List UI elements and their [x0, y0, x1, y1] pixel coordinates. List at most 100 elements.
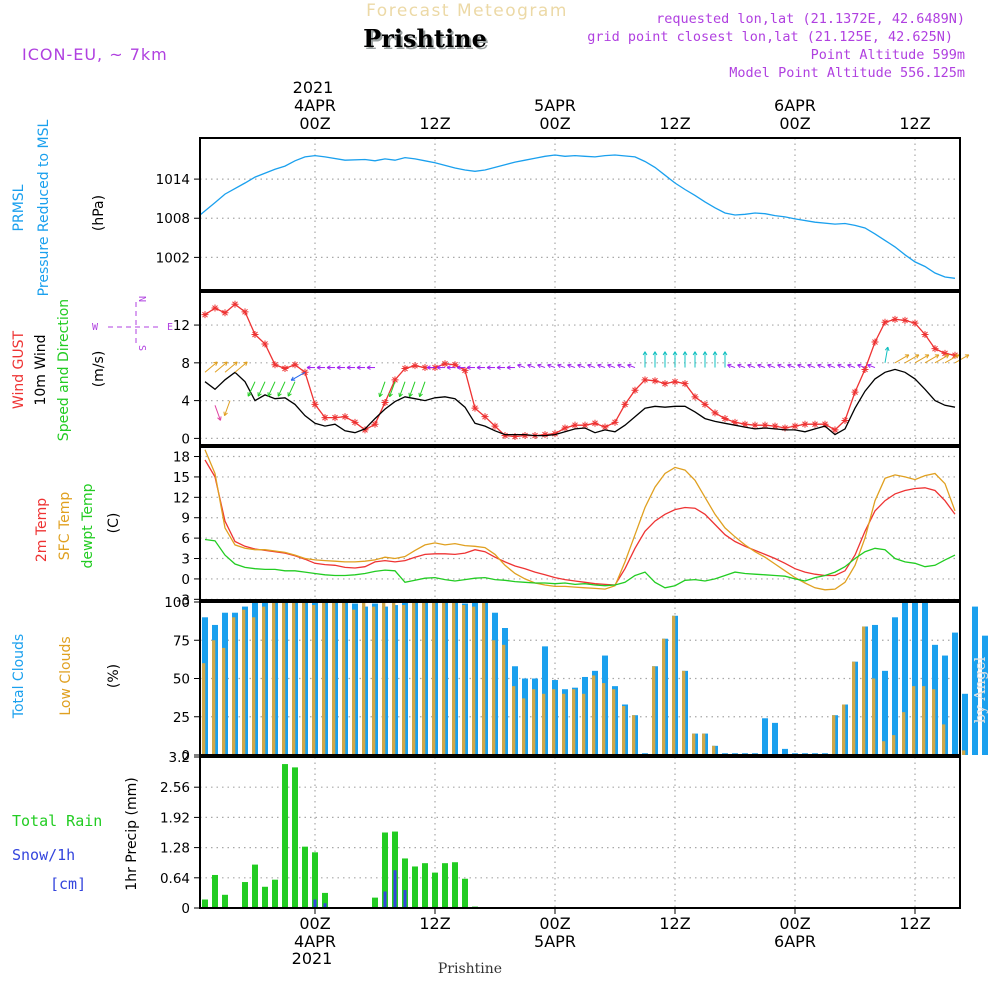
panels: 10021008101404812-3036912151802550751000… — [156, 137, 988, 917]
low-cloud-bar — [872, 678, 876, 755]
wind-arrow — [847, 364, 856, 369]
compass-rose: N S W E — [92, 296, 173, 351]
gust-point — [601, 423, 609, 431]
gust-point — [281, 365, 289, 372]
low-cloud-bar — [382, 602, 386, 755]
rain-bar — [402, 858, 408, 908]
rain-bar — [442, 863, 448, 908]
wind-arrow — [224, 361, 238, 373]
forecast-title: Forecast Meteogram — [366, 1, 568, 21]
rain-bar — [282, 764, 288, 908]
compass-s: S — [136, 345, 147, 351]
wind-arrow-head — [426, 365, 431, 370]
wind-arrow-head — [243, 361, 248, 366]
total-cloud-bar — [922, 602, 928, 755]
wind-arrow-head — [456, 365, 461, 370]
wind-arrow — [597, 364, 606, 369]
wind-labels: Wind GUST 10m Wind Speed and Direction (… — [11, 296, 173, 441]
bottom-time-label: 12Z — [659, 914, 690, 933]
gust-point — [291, 361, 299, 369]
gust-point — [911, 319, 919, 327]
wind-arrow-head — [597, 363, 602, 369]
bottom-time-label: 00Z — [779, 914, 810, 933]
total-cloud-bar — [942, 655, 948, 755]
wind-arrow-head — [336, 365, 341, 370]
wind-arrow-head — [408, 392, 413, 398]
series-line-wind-gust — [204, 303, 956, 438]
wind-arrow-head — [587, 363, 592, 369]
y-tick-label: 3 — [181, 552, 190, 568]
gust-point — [411, 362, 419, 370]
bottom-date-label: 6APR — [774, 932, 816, 951]
gust-point — [751, 421, 759, 429]
snow-bar — [383, 891, 387, 908]
gust-point — [551, 430, 559, 438]
wind-arrow-head — [712, 351, 718, 356]
low-cloud-bar — [232, 617, 236, 755]
low-cloud-bar — [632, 715, 636, 755]
gust-point — [711, 409, 719, 417]
y-tick-label: 6 — [181, 531, 190, 547]
low-cloud-bar — [322, 602, 326, 755]
wind-arrow — [807, 364, 816, 369]
gust-point — [271, 361, 279, 369]
rain-bar — [202, 899, 208, 908]
gust-point — [321, 414, 329, 422]
top-date-label: 4APR — [294, 96, 336, 115]
footer-location: Prishtine — [438, 961, 502, 977]
wind-arrow — [224, 400, 231, 416]
wind-arrow-head — [954, 354, 960, 359]
snow-bar — [313, 899, 317, 908]
y-tick-label: 18 — [173, 450, 190, 466]
y-tick-label: 0.64 — [160, 871, 190, 887]
y-tick-label: 25 — [173, 710, 190, 726]
gust-point — [501, 432, 509, 440]
gust-point — [591, 419, 599, 427]
wind-arrow-head — [727, 363, 732, 369]
wind-arrow-head — [567, 363, 572, 369]
wind-arrow-head — [547, 363, 552, 369]
wind-arrow — [857, 364, 866, 369]
wind-arrow — [517, 364, 526, 369]
wind-arrow-head — [506, 365, 511, 370]
total-cloud-bar — [982, 635, 988, 755]
gust-point — [891, 315, 899, 323]
wind-arrow — [527, 364, 536, 369]
wind-arrow-head — [747, 363, 752, 369]
low-cloud-bar — [362, 602, 366, 755]
gust-point — [671, 378, 679, 386]
low-cloud-bar — [912, 686, 916, 755]
rain-bar — [312, 852, 318, 908]
rain-bar — [382, 832, 388, 908]
wind-arrow-head — [964, 354, 970, 359]
wind-arrow-head — [398, 392, 403, 398]
gust-point — [441, 360, 449, 368]
wind-arrow-head — [223, 411, 228, 417]
wind-arrow-head — [316, 365, 321, 370]
wind-arrow — [277, 381, 286, 397]
wind-arrow-head — [537, 363, 542, 369]
wind-arrow — [214, 405, 221, 421]
wind-arrow-head — [914, 354, 920, 359]
wind-ylabel: (m/s) — [91, 351, 107, 388]
wind-arrow-head — [867, 363, 872, 369]
wind-arrow — [547, 364, 556, 369]
rain-bar — [292, 767, 298, 908]
y-tick-label: 0 — [181, 901, 190, 917]
wind-arrow — [214, 361, 228, 373]
gust-point — [861, 365, 869, 373]
wind-arrow — [884, 346, 889, 363]
wind-arrow — [267, 381, 276, 397]
panel-2: 0 4 8 12 — [173, 291, 970, 447]
compass-n: N — [136, 296, 147, 302]
top-time-label: 00Z — [299, 114, 330, 133]
low-cloud-bar — [412, 602, 416, 755]
y-tick-label: 1014 — [156, 172, 190, 188]
wind-arrow — [247, 381, 256, 397]
wind-arrow — [894, 354, 910, 364]
snow-bar — [323, 903, 327, 908]
location-title-shadow: Prishtine — [365, 26, 489, 55]
temp2m-label: 2m Temp — [34, 498, 50, 562]
low-cloud-bar — [242, 609, 246, 755]
